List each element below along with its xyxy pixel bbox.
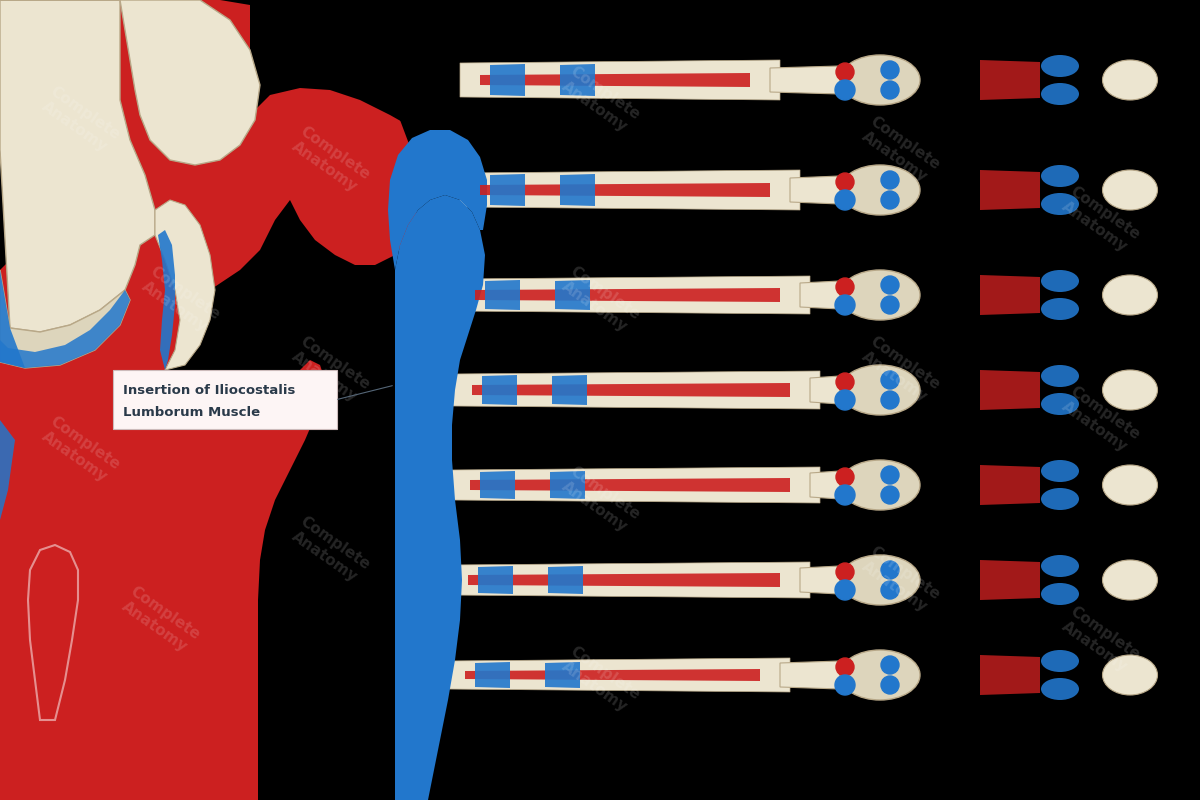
Ellipse shape bbox=[1042, 678, 1079, 700]
Polygon shape bbox=[0, 270, 130, 368]
Polygon shape bbox=[250, 0, 500, 145]
Circle shape bbox=[881, 61, 899, 79]
Text: Complete
Anatomy: Complete Anatomy bbox=[118, 583, 203, 657]
Ellipse shape bbox=[1042, 270, 1079, 292]
Text: Lumborum Muscle: Lumborum Muscle bbox=[124, 406, 260, 418]
Polygon shape bbox=[466, 669, 760, 681]
Polygon shape bbox=[475, 288, 780, 302]
Text: Complete
Anatomy: Complete Anatomy bbox=[37, 414, 122, 486]
Ellipse shape bbox=[1042, 583, 1079, 605]
Polygon shape bbox=[800, 281, 840, 309]
Text: Complete
Anatomy: Complete Anatomy bbox=[857, 543, 943, 617]
Circle shape bbox=[881, 371, 899, 389]
Polygon shape bbox=[980, 170, 1040, 210]
Polygon shape bbox=[810, 471, 840, 499]
Ellipse shape bbox=[1103, 170, 1158, 210]
Ellipse shape bbox=[1042, 298, 1079, 320]
Ellipse shape bbox=[840, 165, 920, 215]
Circle shape bbox=[836, 468, 854, 486]
Text: Complete
Anatomy: Complete Anatomy bbox=[857, 114, 943, 186]
Circle shape bbox=[881, 171, 899, 189]
Polygon shape bbox=[0, 0, 155, 332]
Ellipse shape bbox=[1042, 365, 1079, 387]
Polygon shape bbox=[388, 130, 487, 270]
Polygon shape bbox=[780, 661, 840, 689]
Circle shape bbox=[835, 190, 854, 210]
Text: Complete
Anatomy: Complete Anatomy bbox=[557, 63, 643, 137]
Ellipse shape bbox=[840, 55, 920, 105]
Polygon shape bbox=[485, 280, 520, 310]
Circle shape bbox=[881, 581, 899, 599]
Polygon shape bbox=[482, 375, 517, 405]
Polygon shape bbox=[448, 502, 820, 563]
Polygon shape bbox=[545, 662, 580, 688]
Polygon shape bbox=[472, 383, 790, 397]
Polygon shape bbox=[548, 566, 583, 594]
Polygon shape bbox=[554, 280, 590, 310]
Polygon shape bbox=[448, 562, 810, 598]
Polygon shape bbox=[980, 370, 1040, 410]
Circle shape bbox=[836, 658, 854, 676]
Text: Complete
Anatomy: Complete Anatomy bbox=[287, 334, 373, 406]
Circle shape bbox=[881, 656, 899, 674]
Circle shape bbox=[835, 390, 854, 410]
Circle shape bbox=[881, 486, 899, 504]
Circle shape bbox=[881, 466, 899, 484]
Text: Complete
Anatomy: Complete Anatomy bbox=[1057, 383, 1142, 457]
Text: Complete
Anatomy: Complete Anatomy bbox=[287, 514, 373, 586]
Ellipse shape bbox=[1103, 655, 1158, 695]
Polygon shape bbox=[452, 371, 820, 409]
Polygon shape bbox=[490, 64, 526, 96]
Circle shape bbox=[881, 296, 899, 314]
Ellipse shape bbox=[1103, 465, 1158, 505]
Ellipse shape bbox=[1042, 488, 1079, 510]
Polygon shape bbox=[455, 276, 810, 314]
Polygon shape bbox=[445, 597, 810, 659]
Ellipse shape bbox=[1103, 370, 1158, 410]
Polygon shape bbox=[810, 376, 840, 404]
Ellipse shape bbox=[840, 365, 920, 415]
Polygon shape bbox=[155, 200, 215, 370]
Ellipse shape bbox=[1042, 393, 1079, 415]
Text: Complete
Anatomy: Complete Anatomy bbox=[1057, 183, 1142, 257]
Polygon shape bbox=[487, 0, 800, 130]
Polygon shape bbox=[550, 471, 586, 499]
Ellipse shape bbox=[840, 270, 920, 320]
Ellipse shape bbox=[1042, 555, 1079, 577]
Ellipse shape bbox=[1103, 275, 1158, 315]
Polygon shape bbox=[475, 662, 510, 688]
Text: Complete
Anatomy: Complete Anatomy bbox=[857, 334, 943, 406]
Text: Complete
Anatomy: Complete Anatomy bbox=[557, 263, 643, 337]
FancyBboxPatch shape bbox=[113, 370, 337, 429]
Circle shape bbox=[836, 173, 854, 191]
Ellipse shape bbox=[1042, 460, 1079, 482]
Text: Insertion of Iliocostalis: Insertion of Iliocostalis bbox=[124, 383, 295, 397]
Polygon shape bbox=[480, 73, 750, 87]
Polygon shape bbox=[120, 0, 420, 300]
Polygon shape bbox=[468, 573, 780, 587]
Polygon shape bbox=[980, 655, 1040, 695]
Ellipse shape bbox=[1042, 650, 1079, 672]
Circle shape bbox=[835, 80, 854, 100]
Ellipse shape bbox=[840, 460, 920, 510]
Polygon shape bbox=[450, 467, 820, 503]
Text: Complete
Anatomy: Complete Anatomy bbox=[37, 83, 122, 157]
Circle shape bbox=[881, 391, 899, 409]
Polygon shape bbox=[478, 566, 514, 594]
Circle shape bbox=[835, 485, 854, 505]
Ellipse shape bbox=[1042, 193, 1079, 215]
Circle shape bbox=[881, 561, 899, 579]
Polygon shape bbox=[980, 275, 1040, 315]
Polygon shape bbox=[800, 566, 840, 594]
Polygon shape bbox=[0, 270, 25, 368]
Text: Complete
Anatomy: Complete Anatomy bbox=[557, 463, 643, 537]
Polygon shape bbox=[445, 658, 790, 692]
Ellipse shape bbox=[1042, 165, 1079, 187]
Circle shape bbox=[836, 373, 854, 391]
Circle shape bbox=[836, 278, 854, 296]
Polygon shape bbox=[560, 64, 595, 96]
Polygon shape bbox=[395, 195, 485, 800]
Text: Complete
Anatomy: Complete Anatomy bbox=[1057, 603, 1142, 677]
Text: Complete
Anatomy: Complete Anatomy bbox=[557, 643, 643, 717]
